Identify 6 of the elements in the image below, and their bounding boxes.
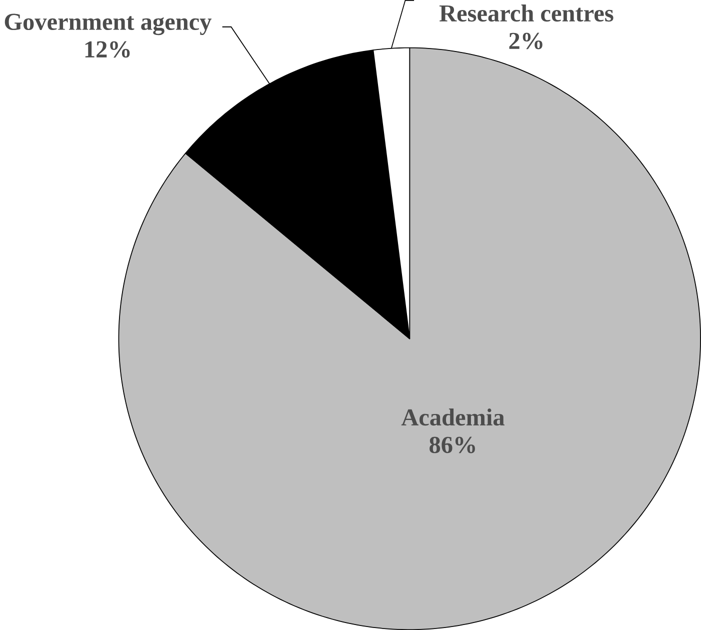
slice-label: Research centres — [439, 4, 614, 22]
data-label: 12% — [85, 41, 130, 58]
slice-label: Academia — [401, 408, 504, 426]
data-label: 86% — [430, 436, 475, 454]
slice-label: Government agency — [4, 14, 212, 36]
data-label: 2% — [509, 32, 542, 50]
